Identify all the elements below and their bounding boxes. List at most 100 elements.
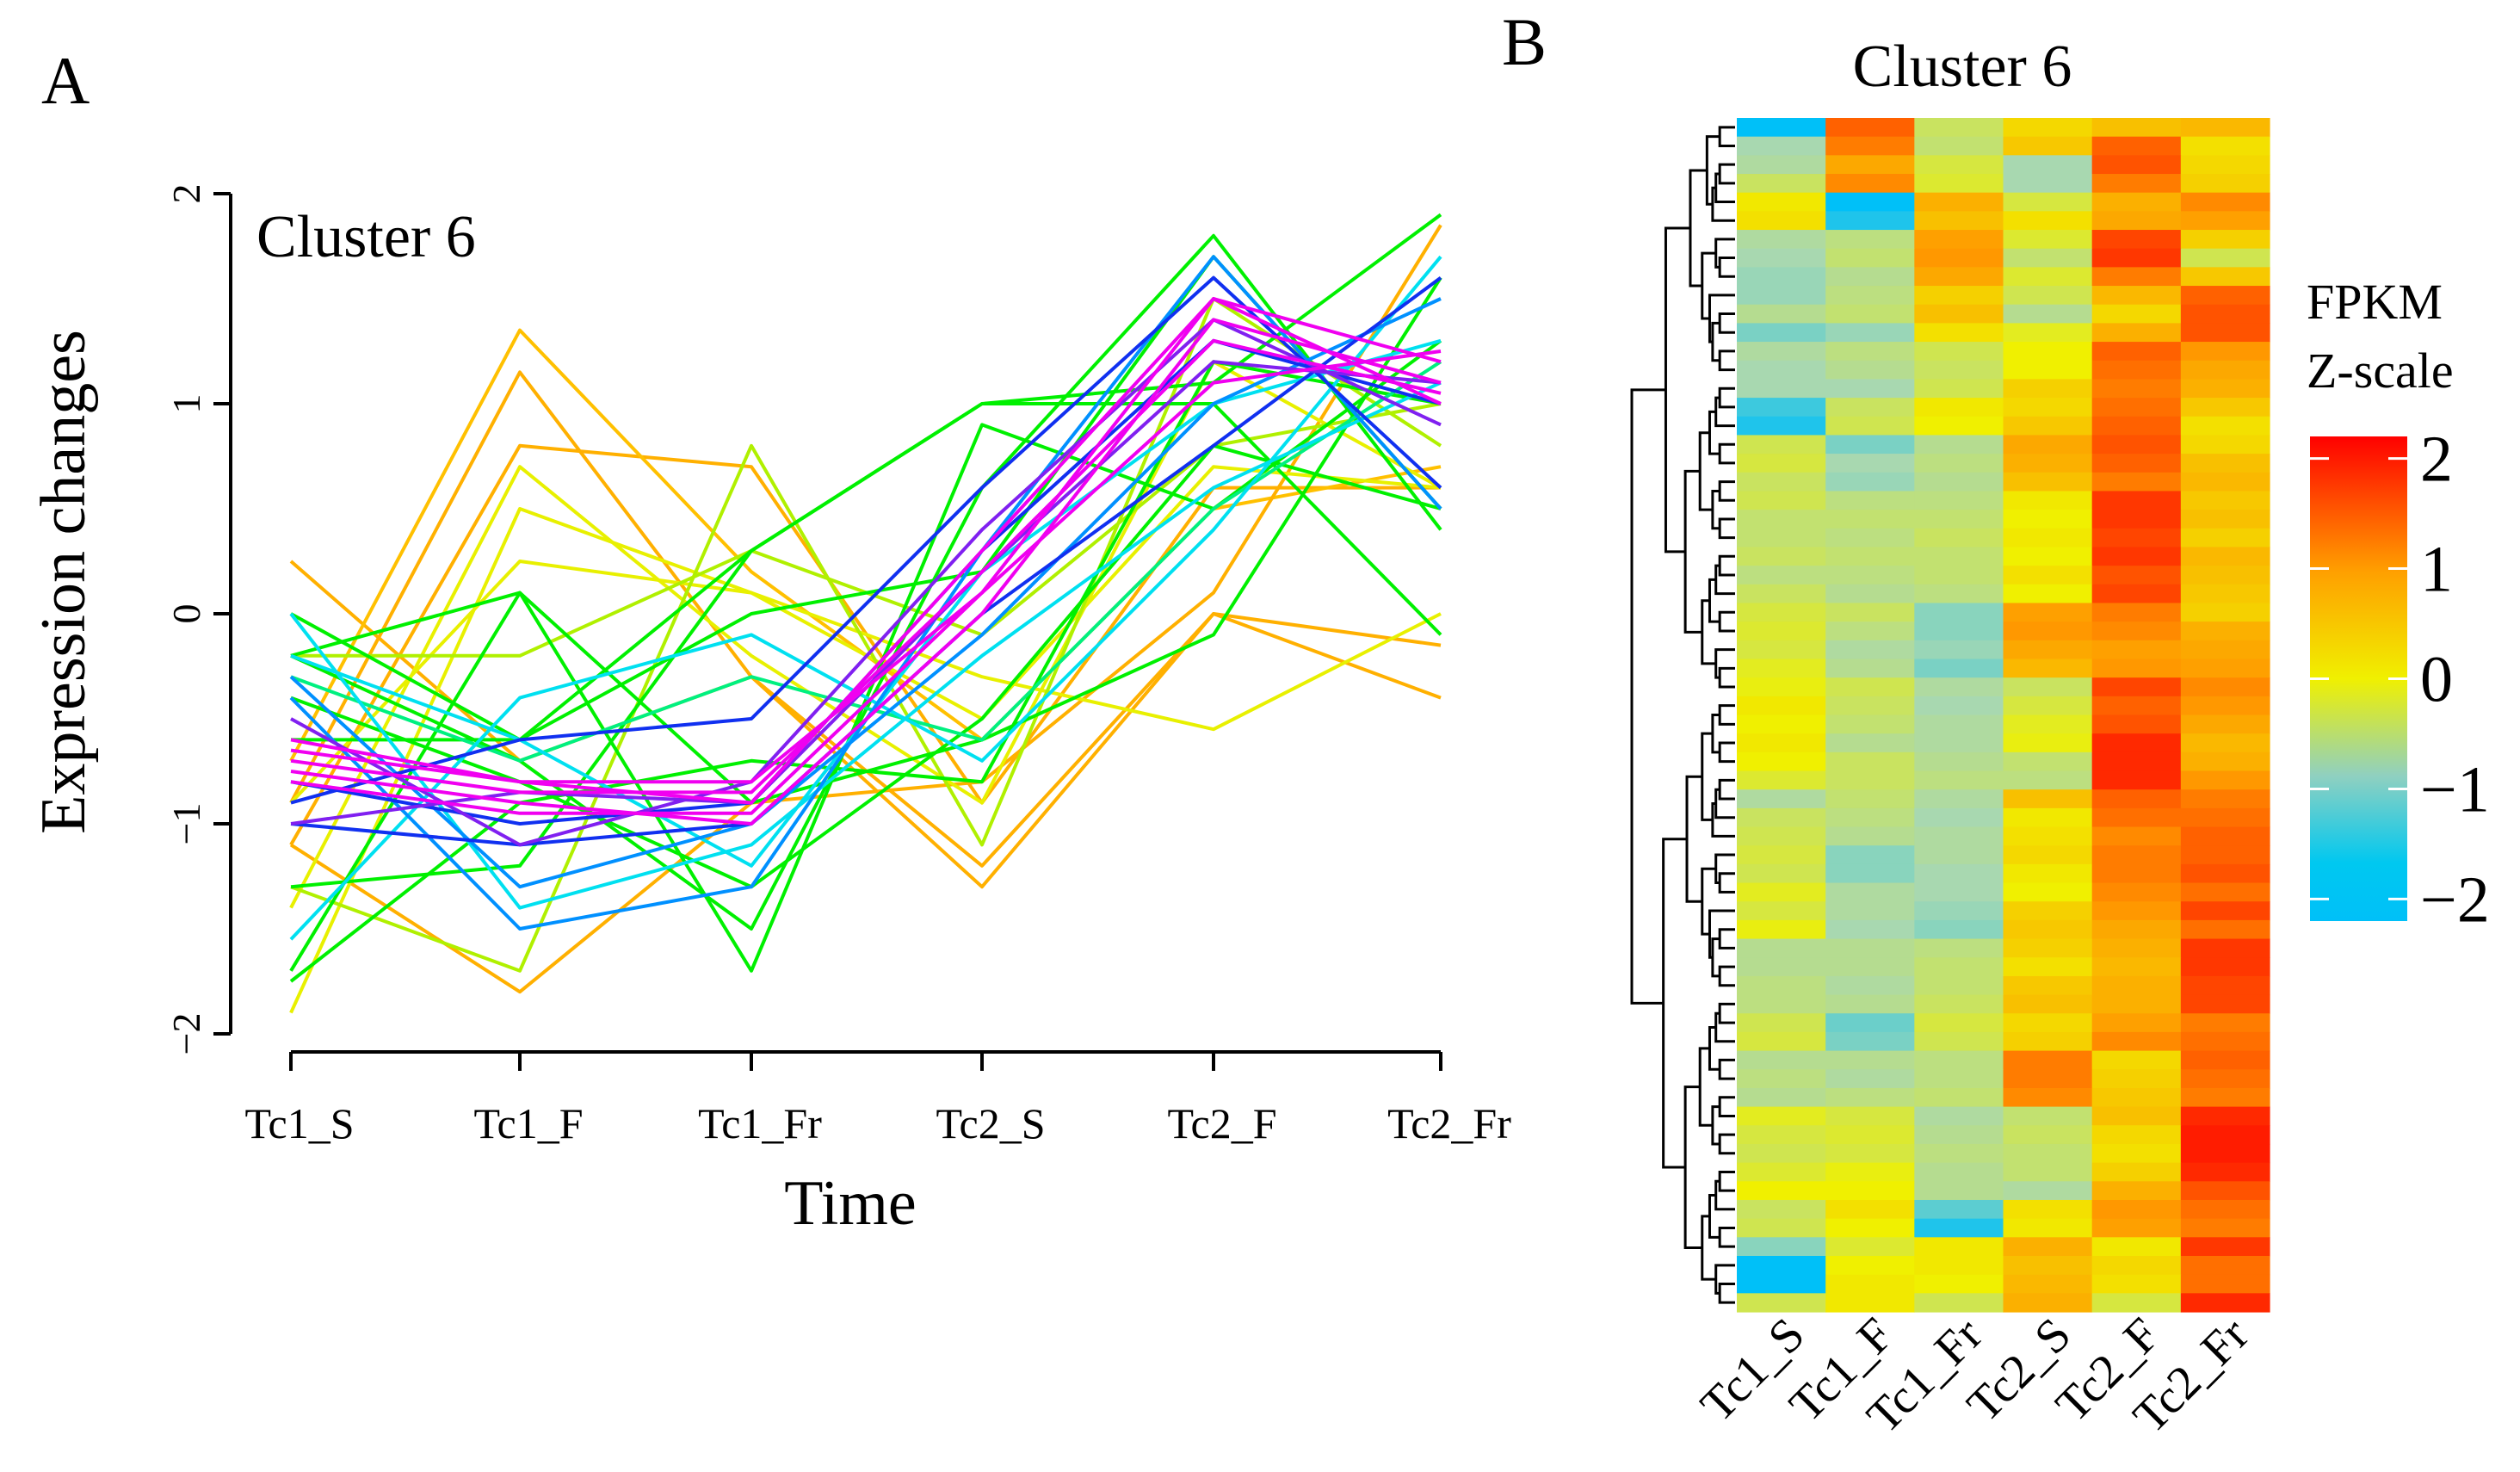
series-line — [289, 224, 1442, 994]
heatmap-cell — [1825, 192, 1915, 212]
heatmap-cell — [2003, 155, 2093, 175]
heatmap-cell — [1737, 845, 1826, 865]
heatmap-cell — [2091, 1087, 2182, 1108]
dendrogram-branch — [1718, 480, 1735, 502]
heatmap-cell — [2180, 751, 2270, 772]
heatmap-cell — [1914, 136, 2004, 156]
heatmap-cell — [2180, 510, 2270, 529]
heatmap-cell — [2180, 863, 2270, 884]
heatmap-cell — [1825, 435, 1915, 455]
heatmap-cell — [1737, 994, 1826, 1014]
heatmap-cell — [2091, 751, 2182, 772]
heatmap-cell — [2180, 1237, 2270, 1257]
heatmap-cell — [1914, 733, 2004, 753]
heatmap-cell — [2091, 379, 2182, 399]
heatmap-cell — [2180, 1087, 2270, 1108]
heatmap-cell — [2180, 435, 2270, 455]
heatmap-cell — [2180, 733, 2270, 753]
heatmap-column-label: Tc1_S — [1690, 1308, 1814, 1432]
heatmap-cell — [2180, 491, 2270, 510]
heatmap-cell — [2180, 454, 2270, 473]
dendrogram-branch — [1662, 838, 1688, 1169]
heatmap-cell — [1825, 566, 1915, 585]
dendrogram-branch — [1718, 163, 1735, 185]
heatmap-cell — [2091, 136, 2182, 156]
heatmap-cell — [1737, 454, 1826, 473]
heatmap-cell — [1825, 957, 1915, 977]
heatmap-cell — [1737, 622, 1826, 641]
color-scale-tick-label: 2 — [2420, 424, 2453, 496]
x-tick-label: Tc2_Fr — [1387, 1099, 1511, 1147]
heatmap-cell — [2091, 1218, 2182, 1238]
heatmap-cell — [2180, 659, 2270, 678]
heatmap-cell — [1914, 696, 2004, 716]
heatmap-cell — [1825, 323, 1915, 343]
series-line — [289, 507, 1442, 1014]
dendrogram-branch — [1718, 610, 1735, 633]
dendrogram-branch — [1718, 312, 1735, 334]
x-ticks: Tc1_S Tc1_F Tc1_Fr Tc2_S Tc2_F Tc2_Fr — [244, 1052, 1511, 1147]
heatmap-cell — [1825, 416, 1915, 436]
heatmap-cell — [1737, 919, 1826, 940]
color-scale-tick-label: −1 — [2420, 753, 2490, 826]
heatmap-cell — [1825, 938, 1915, 958]
heatmap-cell — [2003, 807, 2093, 828]
heatmap-cell — [2003, 472, 2093, 492]
plot-title-a: Cluster 6 — [256, 204, 476, 270]
heatmap-cell — [1825, 807, 1915, 828]
heatmap-cell — [1914, 1143, 2004, 1164]
heatmap-cell — [2180, 677, 2270, 697]
heatmap-cell — [1825, 491, 1915, 510]
y-tick-label: −1 — [164, 803, 208, 845]
heatmap-cell — [2003, 491, 2093, 510]
heatmap-cell — [1737, 975, 1826, 996]
heatmap-cell — [2003, 1031, 2093, 1052]
heatmap-cell — [1914, 994, 2004, 1014]
heatmap-cell — [2003, 1087, 2093, 1108]
heatmap-cell — [1914, 174, 2004, 194]
heatmap-cell — [2003, 1050, 2093, 1070]
heatmap-cell — [2091, 659, 2182, 678]
heatmap-cell — [2180, 826, 2270, 846]
heatmap-cell — [1737, 751, 1826, 772]
heatmap-cell — [2091, 677, 2182, 697]
heatmap-cells — [1737, 118, 2270, 1313]
heatmap-cell — [2003, 1106, 2093, 1126]
heatmap-cell — [1914, 398, 2004, 417]
heatmap-cell — [2180, 1031, 2270, 1052]
heatmap-cell — [1737, 323, 1826, 343]
heatmap-cell — [2003, 622, 2093, 641]
heatmap-cell — [1825, 1013, 1915, 1033]
heatmap-cell — [2091, 1199, 2182, 1220]
heatmap-cell — [2091, 1106, 2182, 1126]
heatmap-cell — [2091, 584, 2182, 604]
dendrogram-branch — [1714, 788, 1735, 819]
dendrogram-branch — [1718, 1133, 1735, 1155]
heatmap-cell — [2003, 714, 2093, 734]
heatmap-cell — [2091, 304, 2182, 324]
dendrogram-branch — [1714, 1011, 1735, 1043]
heatmap-cell — [2091, 863, 2182, 884]
heatmap-cell — [1825, 751, 1915, 772]
heatmap-cell — [2003, 528, 2093, 548]
heatmap-cell — [2180, 1293, 2270, 1313]
heatmap-cell — [2180, 603, 2270, 622]
heatmap-cell — [2003, 957, 2093, 977]
heatmap-cell — [1737, 230, 1826, 250]
heatmap-cell — [2003, 248, 2093, 268]
heatmap-cell — [2091, 919, 2182, 940]
dendrogram-branch — [1718, 965, 1735, 987]
heatmap-cell — [2003, 919, 2093, 940]
heatmap-cell — [1825, 603, 1915, 622]
heatmap-cell — [1737, 286, 1826, 306]
dendrogram-branch — [1718, 1002, 1735, 1024]
heatmap-cell — [1914, 510, 2004, 529]
heatmap-cell — [1914, 1199, 2004, 1220]
heatmap-cell — [1914, 603, 2004, 622]
panel-b: B Cluster 6 Tc1_STc1_FTc1_FrTc2_STc2_FTc… — [1502, 4, 2490, 1444]
heatmap-cell — [1737, 342, 1826, 362]
heatmap-cell — [2003, 1143, 2093, 1164]
heatmap-cell — [1825, 1031, 1915, 1052]
heatmap-cell — [1737, 248, 1826, 268]
heatmap-cell — [1737, 1143, 1826, 1164]
